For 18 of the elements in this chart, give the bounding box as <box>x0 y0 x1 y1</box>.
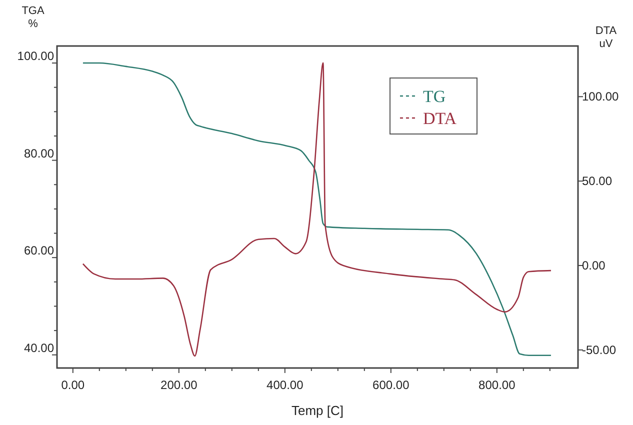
y2-tick-label: 0.00 <box>582 258 606 273</box>
y-tick-label: 40.00 <box>24 340 54 355</box>
x-tick-label: 0.00 <box>61 378 85 392</box>
y-axis-title: TGA % <box>22 5 45 30</box>
y-tick-label: 80.00 <box>24 146 54 160</box>
y2-tick-label: 50.00 <box>582 174 612 188</box>
x-tick-label: 400.00 <box>266 378 304 392</box>
x-tick-label: 200.00 <box>160 378 198 392</box>
y2-tick-label: -50.00 <box>582 342 616 357</box>
legend-label: DTA <box>423 109 458 128</box>
x-tick-label: 800.00 <box>478 378 516 392</box>
x-axis-title: Temp [C] <box>291 403 344 418</box>
legend-label: TG <box>423 87 446 106</box>
y-tick-label: 60.00 <box>24 244 54 258</box>
y2-axis-title: DTA uV <box>595 25 618 50</box>
y2-tick-label: 100.00 <box>582 90 620 104</box>
x-tick-label: 600.00 <box>372 378 410 392</box>
y-tick-label: 100.00 <box>17 49 54 64</box>
